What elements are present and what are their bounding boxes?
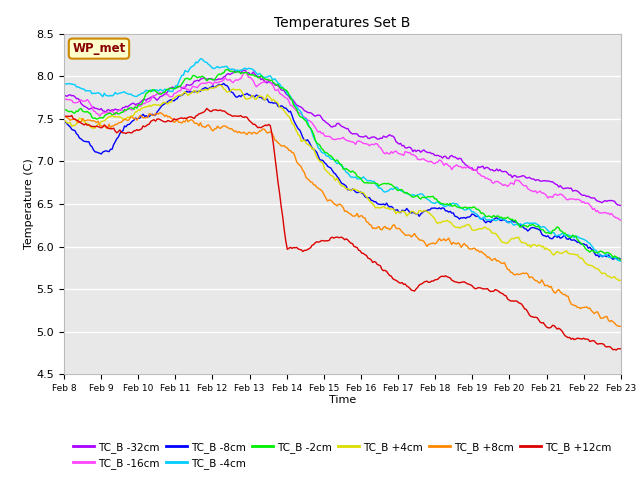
Legend: TC_B -32cm, TC_B -16cm, TC_B -8cm, TC_B -4cm, TC_B -2cm, TC_B +4cm, TC_B +8cm, T: TC_B -32cm, TC_B -16cm, TC_B -8cm, TC_B … (69, 438, 616, 473)
Text: WP_met: WP_met (72, 42, 125, 55)
Y-axis label: Temperature (C): Temperature (C) (24, 158, 34, 250)
Title: Temperatures Set B: Temperatures Set B (274, 16, 411, 30)
X-axis label: Time: Time (329, 395, 356, 405)
